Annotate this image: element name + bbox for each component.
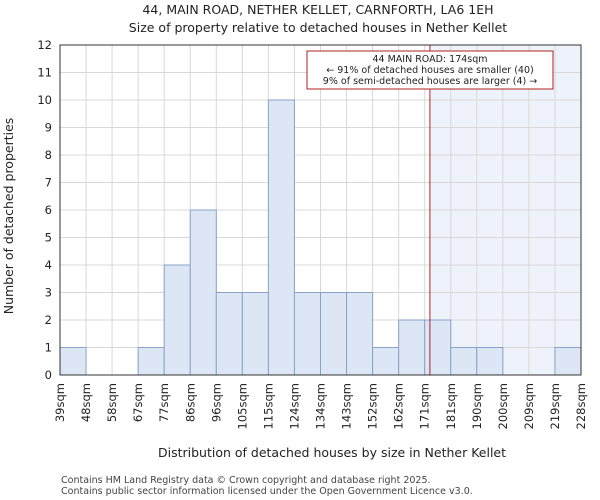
- histogram-bar: [267, 99, 295, 376]
- y-tick-label: 12: [37, 38, 52, 52]
- x-tick-label: 171sqm: [418, 383, 432, 429]
- y-tick-label: 2: [45, 313, 52, 327]
- x-tick-label: 219sqm: [548, 383, 562, 429]
- footer-line-1: Contains HM Land Registry data © Crown c…: [61, 475, 431, 486]
- x-tick-label: 152sqm: [366, 383, 380, 429]
- annotation-line-2: ← 91% of detached houses are smaller (40…: [326, 65, 533, 76]
- plot-frame: [59, 44, 582, 376]
- histogram-bar: [293, 292, 322, 376]
- x-tick-label: 228sqm: [574, 383, 588, 429]
- annotation-line-3: 9% of semi-detached houses are larger (4…: [323, 76, 537, 87]
- x-axis-label: Distribution of detached houses by size …: [158, 445, 506, 460]
- property-annotation: 44 MAIN ROAD: 174sqm ← 91% of detached h…: [306, 50, 554, 90]
- x-tick-label: 181sqm: [444, 383, 458, 429]
- histogram-bar: [59, 347, 87, 376]
- histogram-bar: [163, 264, 191, 376]
- histogram-bar: [398, 319, 426, 376]
- x-tick-label: 105sqm: [235, 383, 249, 429]
- histogram-bar: [241, 292, 269, 376]
- y-tick-label: 10: [37, 93, 52, 107]
- x-tick-label: 134sqm: [314, 383, 328, 429]
- x-tick-label: 86sqm: [183, 383, 197, 422]
- x-tick-label: 209sqm: [522, 383, 536, 429]
- x-tick-label: 124sqm: [287, 383, 301, 429]
- x-tick-label: 190sqm: [470, 383, 484, 429]
- y-tick-label: 3: [45, 286, 52, 300]
- y-tick-label: 11: [37, 66, 52, 80]
- histogram-bar: [476, 347, 504, 376]
- histogram-bar: [372, 347, 400, 376]
- histogram-bar: [189, 209, 217, 376]
- x-tick-label: 143sqm: [340, 383, 354, 429]
- y-tick-label: 6: [45, 203, 52, 217]
- annotation-line-1: 44 MAIN ROAD: 174sqm: [372, 54, 487, 65]
- x-tick-label: 96sqm: [209, 383, 223, 422]
- histogram-bar: [320, 292, 348, 376]
- chart-title: 44, MAIN ROAD, NETHER KELLET, CARNFORTH,…: [142, 2, 493, 17]
- x-tick-label: 39sqm: [53, 383, 67, 422]
- chart-subtitle: Size of property relative to detached ho…: [129, 20, 507, 35]
- annotation-box: [306, 50, 554, 90]
- y-tick-label: 4: [45, 258, 52, 272]
- x-tick-label: 77sqm: [157, 383, 171, 422]
- y-tick-label: 5: [45, 231, 52, 245]
- x-tick-label: 48sqm: [79, 383, 93, 422]
- y-tick-label: 0: [45, 368, 52, 382]
- y-axis-label: Number of detached properties: [1, 118, 16, 315]
- histogram-bar: [450, 347, 478, 376]
- histogram-bar: [346, 292, 374, 376]
- y-tick-label: 7: [45, 176, 52, 190]
- histogram-bar: [554, 347, 582, 376]
- x-tick-label: 200sqm: [496, 383, 510, 429]
- x-tick-label: 115sqm: [261, 383, 275, 429]
- histogram-bar: [137, 347, 165, 376]
- x-tick-label: 58sqm: [105, 383, 119, 422]
- footer-line-2: Contains public sector information licen…: [61, 486, 473, 497]
- x-tick-label: 67sqm: [131, 383, 145, 422]
- histogram-bar: [215, 292, 243, 376]
- x-tick-label: 162sqm: [392, 383, 406, 429]
- y-tick-label: 1: [45, 341, 52, 355]
- y-tick-label: 9: [45, 121, 52, 135]
- histogram-bar: [424, 319, 452, 376]
- y-tick-label: 8: [45, 148, 52, 162]
